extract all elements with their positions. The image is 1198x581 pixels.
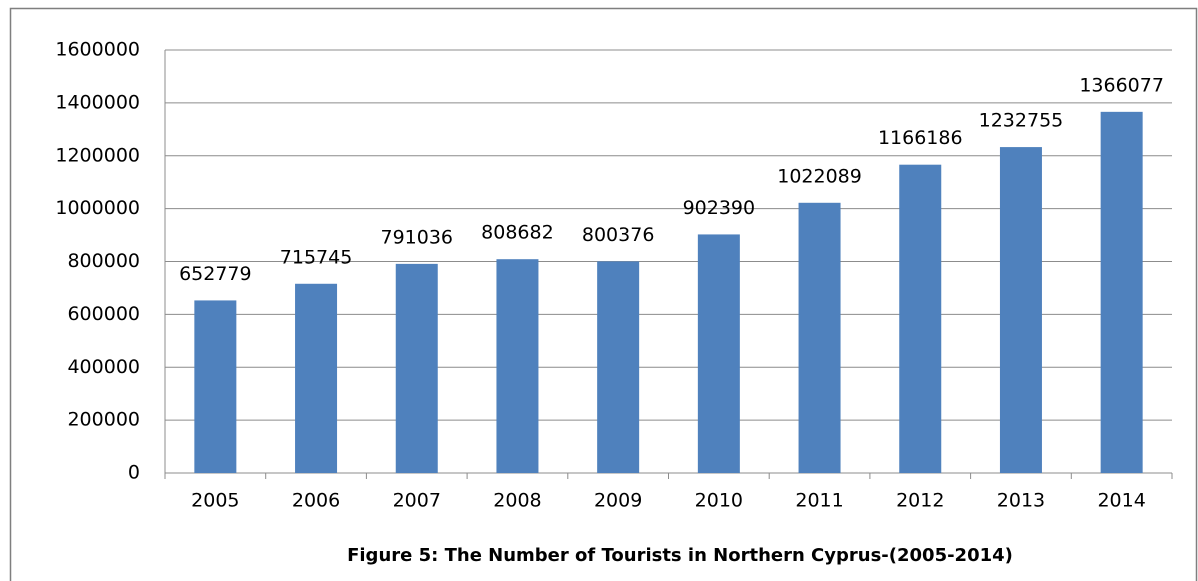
y-tick-label: 200000	[67, 409, 140, 431]
data-label: 800376	[582, 224, 655, 246]
data-label: 1166186	[878, 127, 963, 149]
x-tick-label: 2009	[594, 490, 642, 512]
data-label: 1232755	[979, 110, 1064, 132]
chart-border	[9, 7, 1198, 581]
y-tick-label: 600000	[67, 303, 140, 325]
x-tick-label: 2007	[393, 490, 441, 512]
y-tick-label: 400000	[67, 356, 140, 378]
bar	[395, 263, 438, 473]
y-tick-label: 1400000	[55, 91, 140, 113]
bar	[899, 164, 942, 473]
data-label: 652779	[179, 263, 252, 285]
data-label: 902390	[683, 197, 756, 219]
data-label: 808682	[481, 222, 554, 244]
y-tick-label: 800000	[67, 250, 140, 272]
x-tick-label: 2012	[896, 490, 944, 512]
x-tick-label: 2011	[795, 490, 843, 512]
bar	[1100, 111, 1143, 474]
y-tick-label: 1200000	[55, 144, 140, 166]
bar	[999, 147, 1042, 473]
y-tick-label: 1000000	[55, 197, 140, 219]
bar	[597, 261, 640, 473]
bar	[295, 283, 338, 473]
bar	[194, 300, 237, 473]
x-tick-label: 2006	[292, 490, 340, 512]
y-tick-label: 0	[128, 462, 140, 484]
data-label: 715745	[280, 246, 353, 268]
bar	[697, 234, 740, 473]
x-tick-label: 2014	[1097, 490, 1145, 512]
data-label: 791036	[380, 226, 453, 248]
x-tick-label: 2010	[695, 490, 743, 512]
x-tick-label: 2005	[191, 490, 239, 512]
data-label: 1022089	[777, 165, 862, 187]
bar	[798, 202, 841, 473]
chart-title: Figure 5: The Number of Tourists in Nort…	[347, 545, 1013, 566]
y-tick-label: 1600000	[55, 39, 140, 61]
x-tick-label: 2013	[997, 490, 1045, 512]
x-tick-label: 2008	[493, 490, 541, 512]
bar	[496, 259, 539, 473]
data-label: 1366077	[1079, 74, 1164, 96]
